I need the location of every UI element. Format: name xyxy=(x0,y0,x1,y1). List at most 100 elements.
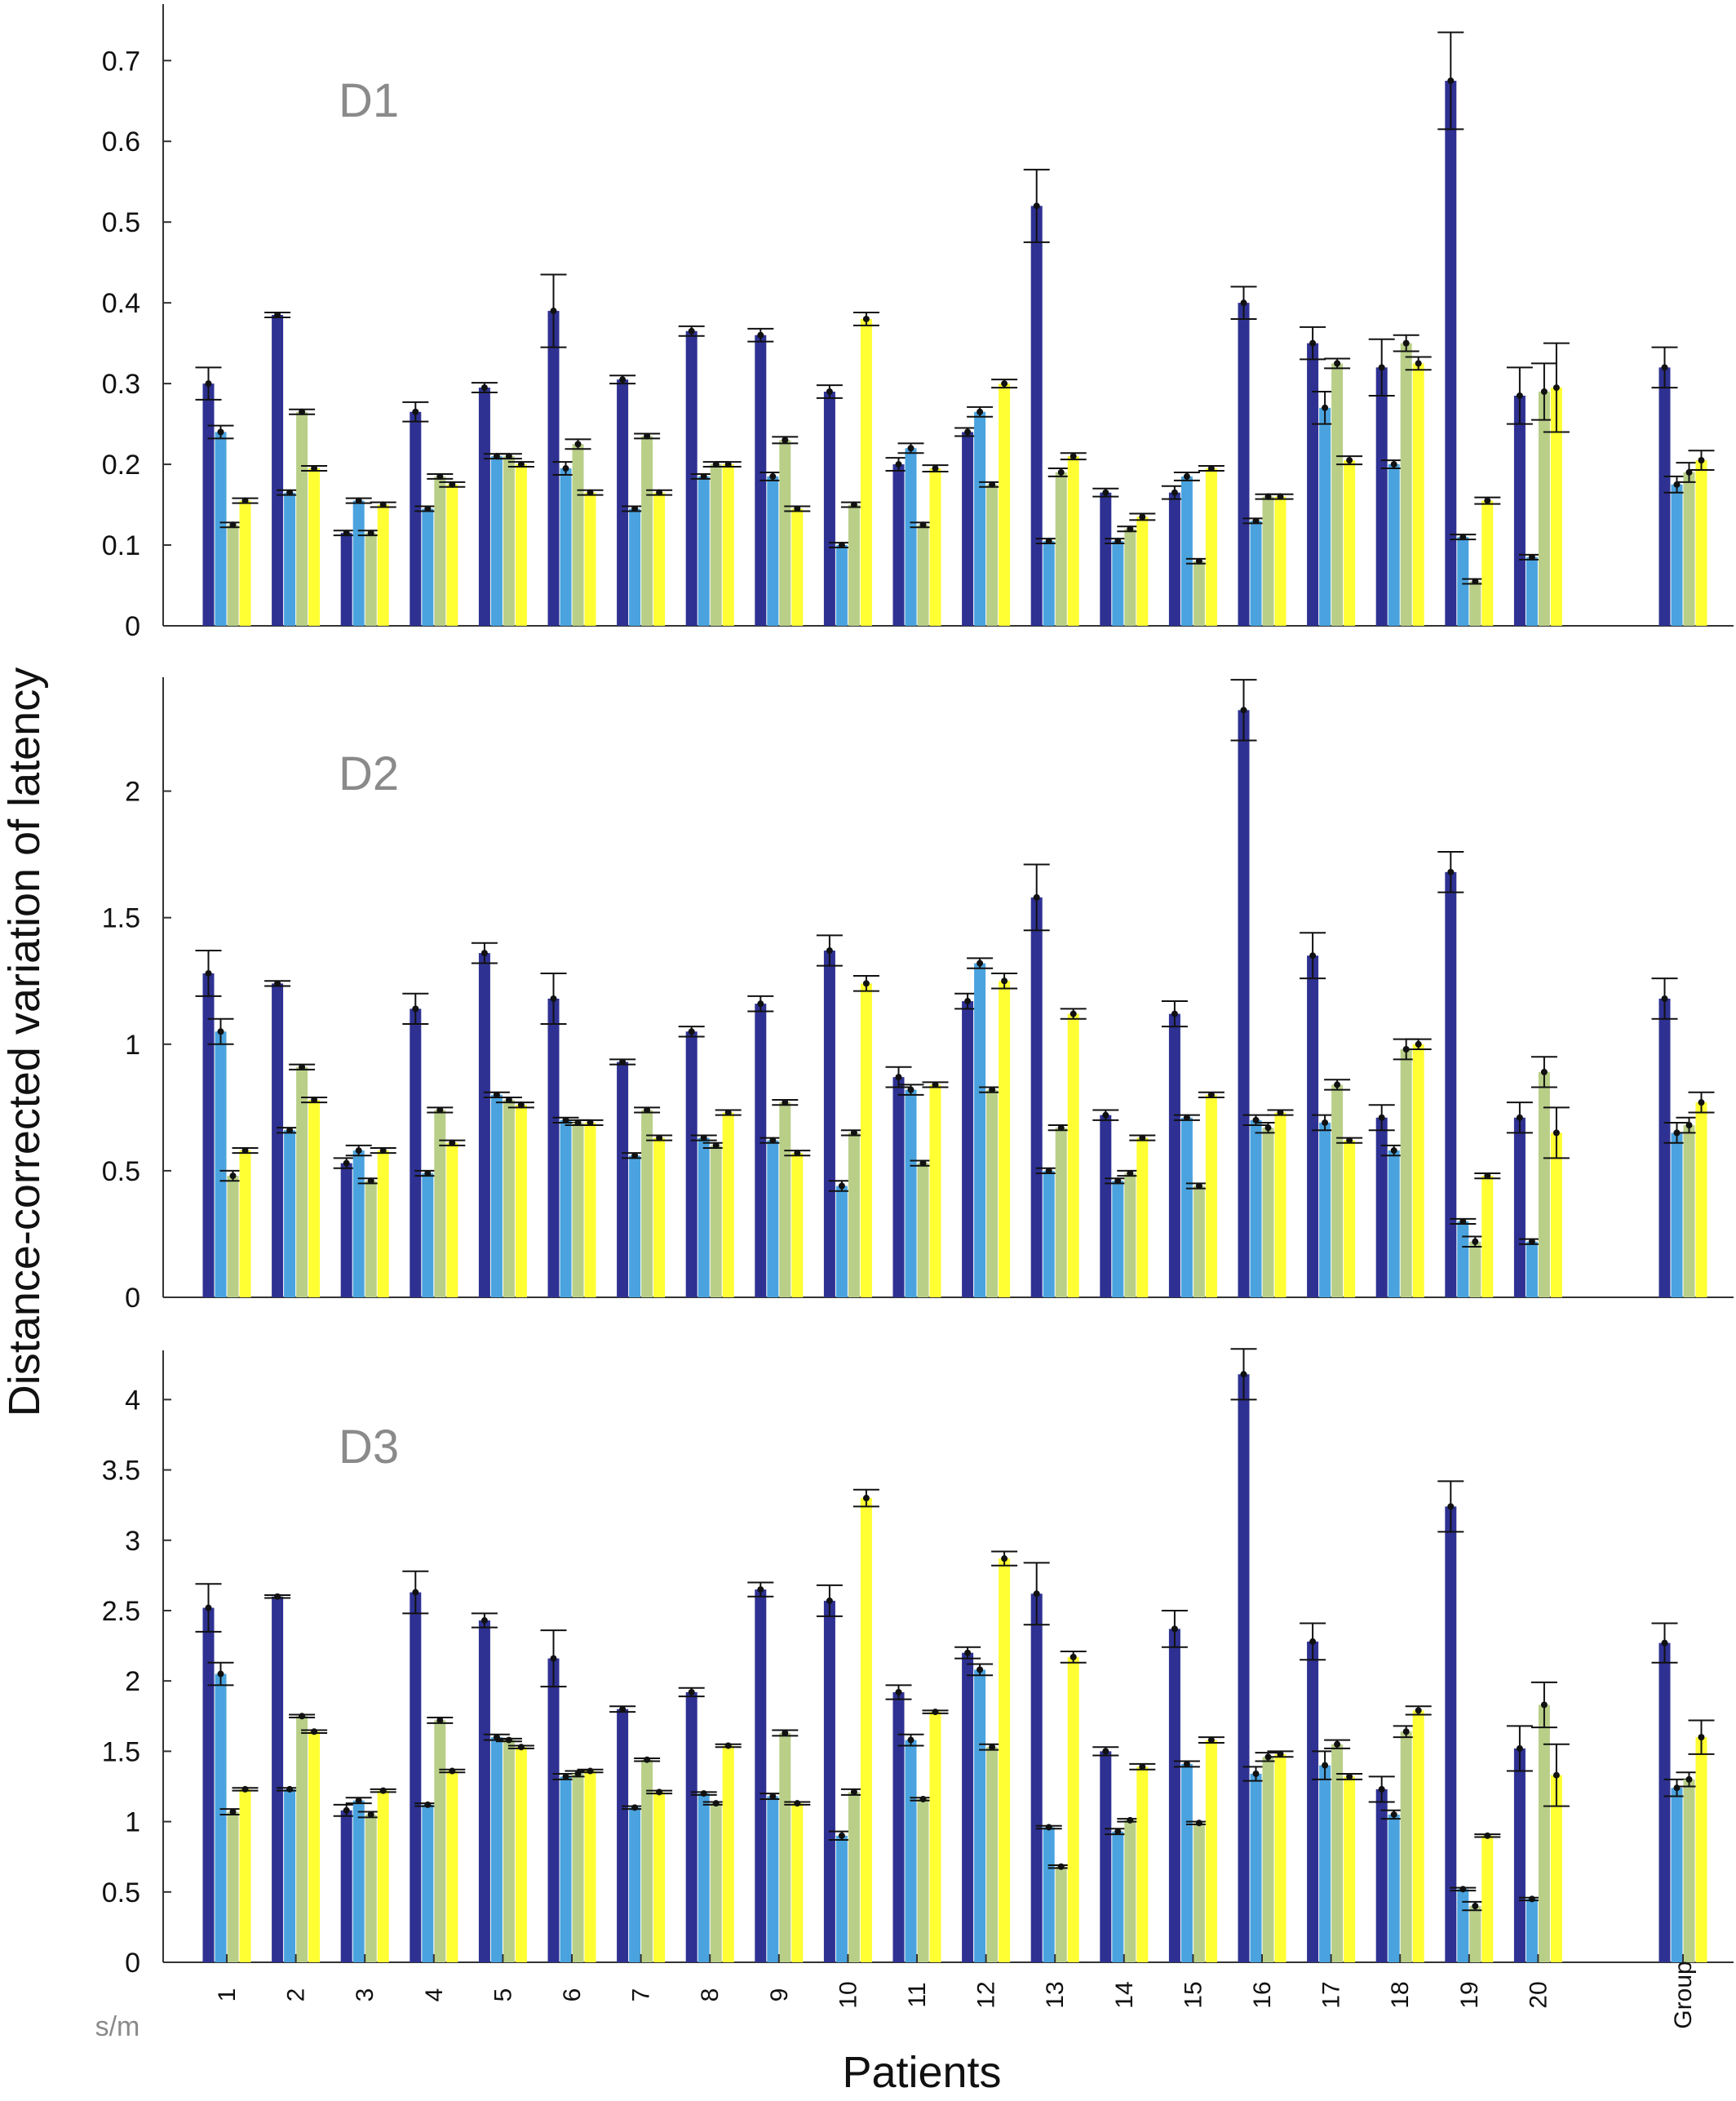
mean-marker xyxy=(343,530,350,537)
bar xyxy=(860,983,872,1297)
bar xyxy=(1445,81,1457,626)
mean-marker xyxy=(311,465,318,472)
mean-marker xyxy=(1171,1010,1178,1017)
bar xyxy=(1481,500,1494,626)
bar xyxy=(1538,1704,1550,1962)
mean-marker xyxy=(1171,1625,1178,1633)
mean-marker xyxy=(480,950,488,957)
mean-marker xyxy=(1459,534,1467,541)
bar xyxy=(1043,541,1055,626)
mean-marker xyxy=(229,521,237,529)
mean-marker xyxy=(1057,468,1065,476)
bar xyxy=(478,388,490,626)
mean-marker xyxy=(1447,868,1455,875)
bar xyxy=(892,1077,905,1297)
bar xyxy=(227,525,239,626)
y-tick-label: 0.7 xyxy=(102,46,140,77)
x-tick-label: 2 xyxy=(283,1988,310,2002)
bar xyxy=(446,1142,458,1297)
mean-marker xyxy=(1552,1771,1560,1779)
mean-marker xyxy=(964,998,972,1005)
mean-marker xyxy=(205,380,212,388)
bar xyxy=(1445,1506,1457,1962)
mean-marker xyxy=(1334,1081,1341,1088)
bar xyxy=(710,1145,722,1297)
mean-marker xyxy=(1045,538,1052,545)
bar xyxy=(1238,710,1250,1297)
mean-marker xyxy=(794,505,801,512)
bar xyxy=(1550,1775,1562,1962)
x-tick-label: 4 xyxy=(421,1988,448,2002)
mean-marker xyxy=(299,408,306,415)
bar xyxy=(1067,1656,1079,1962)
mean-marker xyxy=(1033,1590,1040,1598)
bar xyxy=(1124,1820,1136,1962)
bar xyxy=(1136,516,1149,626)
bar xyxy=(1457,1889,1469,1962)
mean-marker xyxy=(517,1744,525,1751)
bar xyxy=(1112,1831,1124,1962)
mean-marker xyxy=(1459,1217,1467,1225)
mean-marker xyxy=(1415,360,1422,367)
bar xyxy=(490,1737,503,1962)
mean-marker xyxy=(1207,465,1215,472)
bar xyxy=(1193,561,1205,626)
bar xyxy=(1100,492,1112,626)
mean-marker xyxy=(1252,517,1260,525)
bar xyxy=(377,504,389,626)
chart-panels: 0 0.1 0.2 0.3 0.4 0.5 0.6 0.7 D1 0 0.5 1 1.5 2 D2 0 0.5 1… xyxy=(102,4,1734,2029)
bar xyxy=(1526,556,1538,626)
bar xyxy=(560,1119,572,1297)
bar xyxy=(986,484,999,626)
mean-marker xyxy=(1240,707,1247,714)
bar xyxy=(503,1740,515,1962)
mean-marker xyxy=(274,312,281,318)
mean-marker xyxy=(449,1767,456,1775)
bar xyxy=(767,476,779,626)
bar xyxy=(917,1799,929,1962)
mean-marker xyxy=(1102,489,1109,496)
x-tick-label: 20 xyxy=(1525,1981,1552,2008)
mean-marker xyxy=(274,980,281,987)
mean-marker xyxy=(1207,1736,1215,1744)
mean-marker xyxy=(1334,1740,1341,1748)
bar xyxy=(515,1105,527,1297)
bar xyxy=(490,1094,503,1297)
mean-marker xyxy=(1322,1119,1329,1126)
mean-marker xyxy=(1402,1728,1410,1735)
bar xyxy=(1481,1835,1494,1962)
bar xyxy=(1205,1094,1217,1297)
bar xyxy=(515,464,527,626)
mean-marker xyxy=(619,1058,627,1066)
mean-marker xyxy=(907,1086,914,1093)
mean-marker xyxy=(1139,513,1146,521)
bar xyxy=(1331,1084,1344,1297)
bar xyxy=(572,1122,584,1297)
mean-marker xyxy=(517,461,525,468)
mean-marker xyxy=(838,1182,845,1190)
bar xyxy=(1319,407,1331,626)
bar xyxy=(377,1150,389,1297)
mean-marker xyxy=(286,1127,294,1134)
bar xyxy=(422,1173,434,1297)
mean-marker xyxy=(1322,404,1329,411)
y-tick-label: 1.5 xyxy=(102,1736,140,1767)
bar xyxy=(823,1600,835,1962)
bar xyxy=(892,464,905,626)
bar xyxy=(685,1031,698,1297)
mean-marker xyxy=(1139,1763,1146,1771)
mean-marker xyxy=(1540,1701,1548,1709)
mean-marker xyxy=(343,1159,350,1167)
mean-marker xyxy=(505,453,512,460)
mean-marker xyxy=(355,497,362,504)
bar xyxy=(1695,1102,1707,1297)
mean-marker xyxy=(688,1028,695,1035)
bar xyxy=(215,1673,227,1962)
bar xyxy=(1457,1221,1469,1297)
bar xyxy=(617,379,629,626)
mean-marker xyxy=(355,1797,362,1804)
mean-marker xyxy=(241,497,249,504)
bar xyxy=(1168,492,1180,626)
mean-marker xyxy=(656,1789,663,1796)
bar xyxy=(1124,529,1136,626)
